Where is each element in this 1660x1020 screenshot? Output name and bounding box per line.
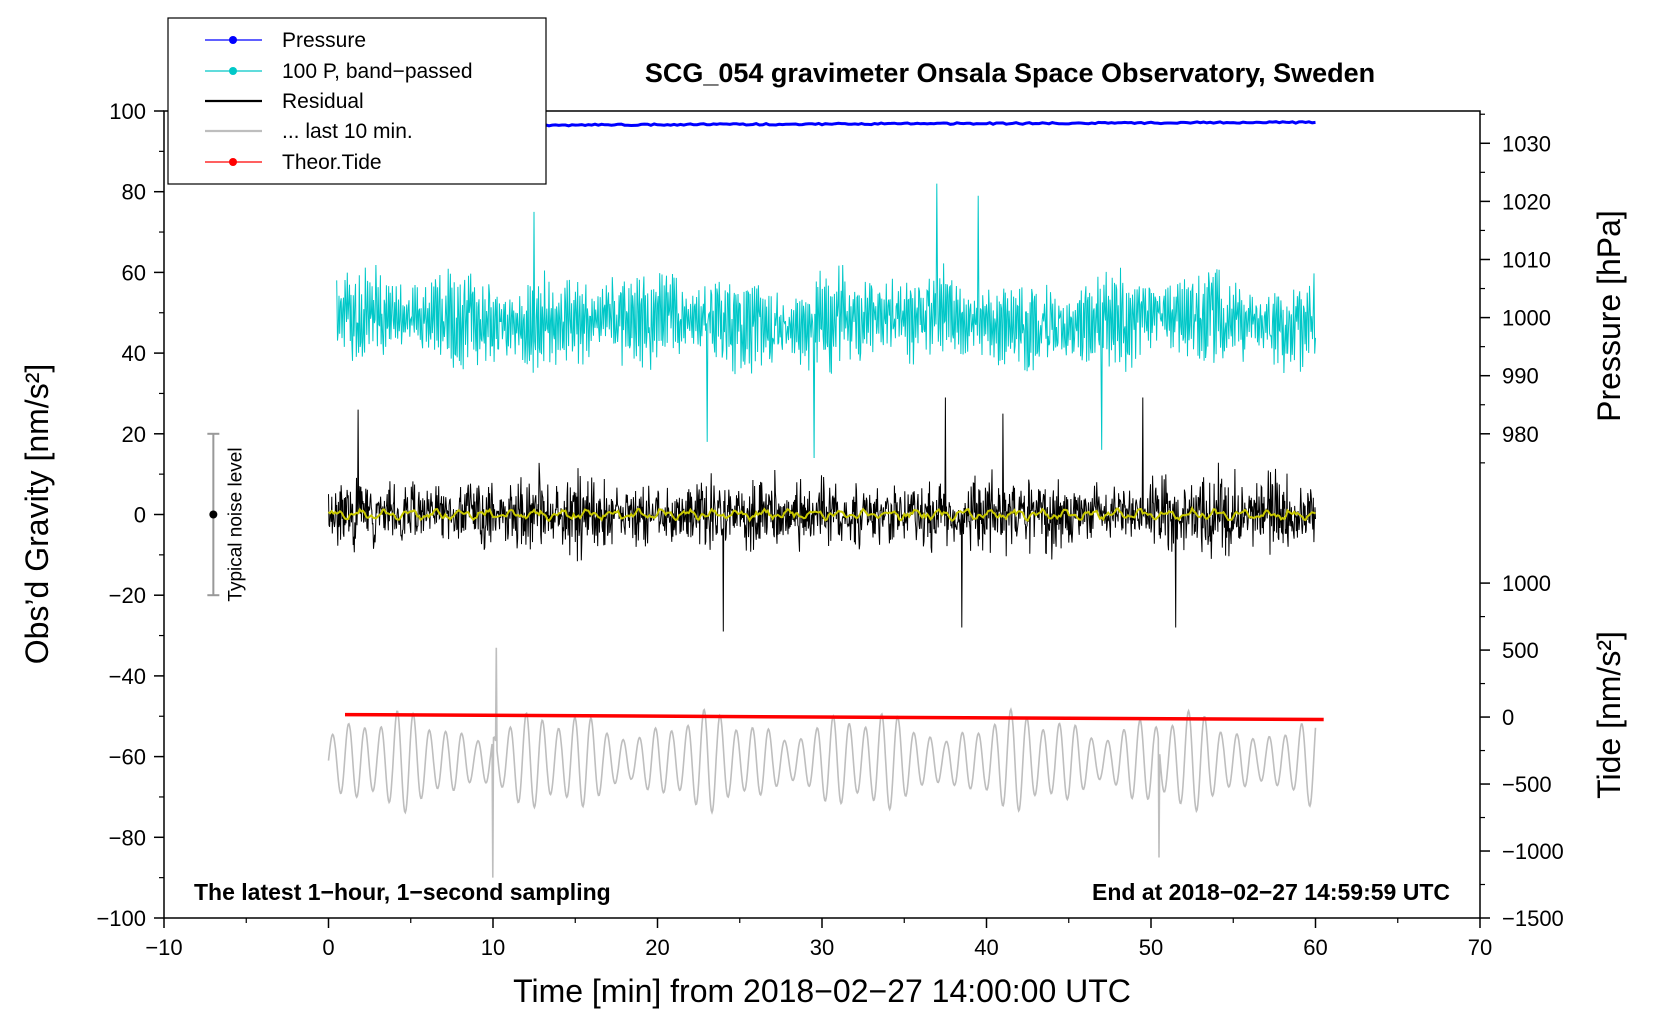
x-tick-label: 30 [810, 935, 834, 960]
legend-entry-residual: Residual [205, 90, 364, 113]
y-axis-pressure-label: Pressure [hPa] [1591, 210, 1627, 422]
legend-marker-tide [229, 158, 237, 166]
y-axis-tide-label: Tide [nm/s²] [1591, 631, 1627, 799]
y-tick-label: 80 [122, 180, 146, 205]
legend-label-bandpassed: 100 P, band−passed [282, 60, 473, 83]
x-tick-label: 0 [322, 935, 334, 960]
y-tick-label: 100 [109, 99, 146, 124]
legend-entry-last-10-min: ... last 10 min. [205, 120, 413, 143]
y-tick-label: 20 [122, 422, 146, 447]
pressure-tick-label: 1000 [1502, 306, 1551, 331]
series-bandpassed-pressure-line [336, 183, 1316, 459]
pressure-tick-label: 980 [1502, 422, 1539, 447]
x-tick-label: 60 [1303, 935, 1327, 960]
legend-label-residual: Residual [282, 90, 364, 113]
y-tick-label: 0 [134, 503, 146, 528]
pressure-tick-label: 1030 [1502, 131, 1551, 156]
legend-entry-pressure: Pressure [205, 29, 366, 52]
noise-level-indicator: Typical noise level [207, 432, 246, 602]
series-last-10-min-line [327, 647, 1317, 878]
noise-bar-center-dot [209, 510, 218, 519]
y-tick-label: −60 [109, 745, 146, 770]
y-tick-label: −40 [109, 664, 146, 689]
x-axis-label: Time [min] from 2018−02−27 14:00:00 UTC [513, 973, 1131, 1009]
y-tick-label: 40 [122, 341, 146, 366]
y-axis-tide: −1500 −1000 −500 0 500 1000 [1480, 571, 1564, 931]
tide-tick-label: −1500 [1502, 906, 1564, 931]
x-tick-label: 10 [481, 935, 505, 960]
pressure-tick-label: 1020 [1502, 189, 1551, 214]
legend-entry-bandpassed: 100 P, band−passed [205, 60, 473, 83]
y-tick-label: −100 [96, 906, 146, 931]
tide-tick-label: 1000 [1502, 571, 1551, 596]
y-axis-left-label: Obs’d Gravity [nm/s²] [19, 364, 55, 665]
legend-marker-bandpassed [229, 67, 237, 75]
y-axis-pressure: 980 990 1000 1010 1020 1030 [1480, 113, 1551, 464]
x-tick-label: 40 [974, 935, 998, 960]
tide-tick-label: −500 [1502, 772, 1552, 797]
noise-bar-label: Typical noise level [225, 447, 246, 601]
legend-marker-pressure [229, 36, 237, 44]
tide-tick-label: −1000 [1502, 839, 1564, 864]
legend-label-last-10-min: ... last 10 min. [282, 120, 413, 143]
annotation-end-time: End at 2018−02−27 14:59:59 UTC [1092, 879, 1450, 905]
tide-tick-label: 0 [1502, 705, 1514, 730]
tide-tick-label: 500 [1502, 638, 1539, 663]
x-tick-label: −10 [145, 935, 182, 960]
legend-entry-tide: Theor.Tide [205, 151, 382, 174]
x-tick-label: 50 [1139, 935, 1163, 960]
pressure-tick-label: 1010 [1502, 247, 1551, 272]
legend-label-tide: Theor.Tide [282, 151, 382, 174]
series-residual-line [328, 397, 1316, 632]
series-residual-smoothed-line [327, 505, 1316, 523]
y-tick-label: 60 [122, 260, 146, 285]
legend-label-pressure: Pressure [282, 29, 366, 52]
series-theoretical-tide-line [344, 712, 1324, 722]
y-tick-label: −20 [109, 583, 146, 608]
chart-title: SCG_054 gravimeter Onsala Space Observat… [645, 58, 1375, 88]
x-axis: −10 0 10 20 30 40 50 60 70 [145, 918, 1492, 960]
annotation-sampling: The latest 1−hour, 1−second sampling [194, 879, 611, 905]
legend: Pressure 100 P, band−passed Residual ...… [167, 17, 547, 185]
x-tick-label: 70 [1468, 935, 1492, 960]
x-tick-label: 20 [645, 935, 669, 960]
pressure-tick-label: 990 [1502, 364, 1539, 389]
y-axis-left: −100 −80 −60 −40 −20 0 20 40 60 80 100 [96, 99, 164, 931]
y-tick-label: −80 [109, 825, 146, 850]
